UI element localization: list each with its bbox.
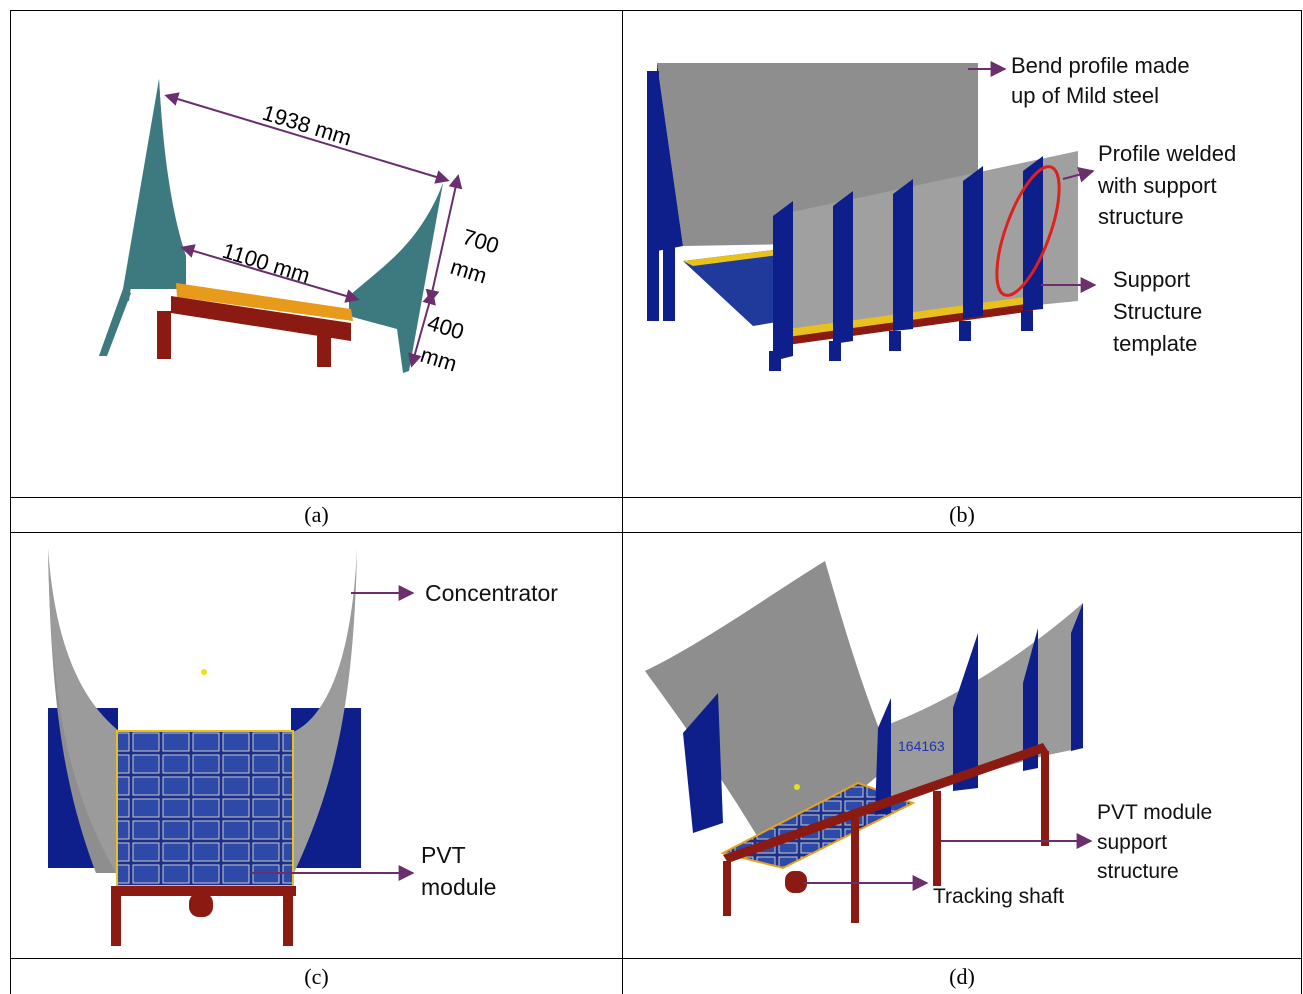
dim-height-upper-label-2: mm [448, 254, 490, 289]
support-label-3: template [1113, 331, 1197, 356]
panel-b: Bend profile made up of Mild steel Profi… [623, 11, 1301, 497]
back-fin [683, 693, 723, 833]
bend-label-1: Bend profile made [1011, 53, 1190, 78]
frame-leg-back [317, 333, 331, 367]
frame-top [171, 296, 351, 341]
dim-height-lower [408, 290, 436, 368]
border-row2-caption [10, 958, 1302, 959]
left-leg [99, 289, 131, 356]
panel-c: Concentrator PVT module [11, 533, 622, 958]
front-fin-3 [1023, 628, 1038, 771]
frame-leg-4 [1041, 751, 1049, 846]
border-center [622, 10, 623, 994]
dim-height-upper [425, 174, 463, 304]
border-top [10, 10, 1302, 11]
front-fin-1 [875, 698, 891, 815]
pvt-support-label-3: structure [1097, 860, 1179, 883]
front-fin-2 [953, 633, 978, 791]
caption-a: (a) [304, 502, 329, 527]
concentrator-label: Concentrator [425, 580, 558, 606]
tracking-shaft [785, 871, 807, 893]
welded-label-2: with support [1097, 173, 1217, 198]
panel-a: 1938 mm 1100 mm 700 mm 400 mm [11, 11, 622, 497]
border-left [10, 10, 11, 994]
caption-b: (b) [949, 502, 975, 527]
support-fin-5 [1023, 156, 1043, 311]
caption-d: (d) [949, 963, 975, 989]
dim-top-width-label: 1938 mm [260, 100, 355, 151]
support-label-1: Support [1113, 267, 1190, 292]
dim-height-lower-label-2: mm [418, 342, 460, 377]
support-label-2: Structure [1113, 299, 1202, 324]
panel-d: 164163 PVT module support structure Trac… [623, 533, 1301, 958]
bend-label-2: up of Mild steel [1011, 83, 1159, 108]
tracking-shaft [189, 893, 213, 917]
support-fin-4 [963, 166, 983, 319]
support-fin-2 [833, 191, 853, 344]
front-concentrator [878, 603, 1083, 805]
frame-leg-left [111, 896, 121, 946]
frame-leg-front [157, 311, 171, 359]
welded-label-1: Profile welded [1098, 141, 1236, 166]
support-fin-3 [893, 179, 913, 331]
border-right [1301, 10, 1302, 994]
pvt-support-label-2: support [1097, 831, 1167, 854]
frame-leg-2 [851, 818, 859, 923]
frame-leg-1 [723, 861, 731, 916]
welded-label-3: structure [1098, 204, 1184, 229]
welded-arrow [1062, 166, 1095, 183]
border-row1-caption [10, 497, 1302, 498]
pvt-module [116, 730, 294, 887]
dim-height-upper-label-1: 700 [460, 224, 502, 259]
dim-bottom-width [180, 244, 360, 303]
frame-leg-right [283, 896, 293, 946]
panel-c-drawing: Concentrator PVT module [48, 548, 558, 946]
support-fin-1 [773, 201, 793, 361]
panel-b-drawing: Bend profile made up of Mild steel Profi… [647, 53, 1236, 371]
caption-c: (c) [304, 963, 329, 989]
pvt-label-1: PVT [421, 842, 466, 868]
dim-bottom-width-label: 1100 mm [220, 238, 313, 288]
support-frame [723, 743, 1048, 863]
panel-a-drawing: 1938 mm 1100 mm 700 mm 400 mm [99, 79, 502, 377]
pvt-support-label-1: PVT module [1097, 801, 1212, 824]
weld-highlight [995, 165, 1061, 297]
dim-top-width [164, 92, 450, 184]
back-concentrator [645, 561, 893, 863]
border-middle [10, 532, 1302, 533]
right-concentrator [291, 548, 357, 873]
frame-leg-3 [933, 791, 941, 886]
part-number: 164163 [898, 738, 945, 754]
dim-height-lower-label-1: 400 [425, 310, 467, 345]
panel-d-drawing: 164163 PVT module support structure Trac… [645, 561, 1212, 923]
back-end-template [657, 63, 683, 251]
front-fin-4 [1071, 603, 1083, 751]
frame-top [111, 886, 296, 896]
tracking-label: Tracking shaft [933, 885, 1064, 908]
pvt-label-2: module [421, 874, 496, 900]
back-post-left [647, 71, 659, 321]
